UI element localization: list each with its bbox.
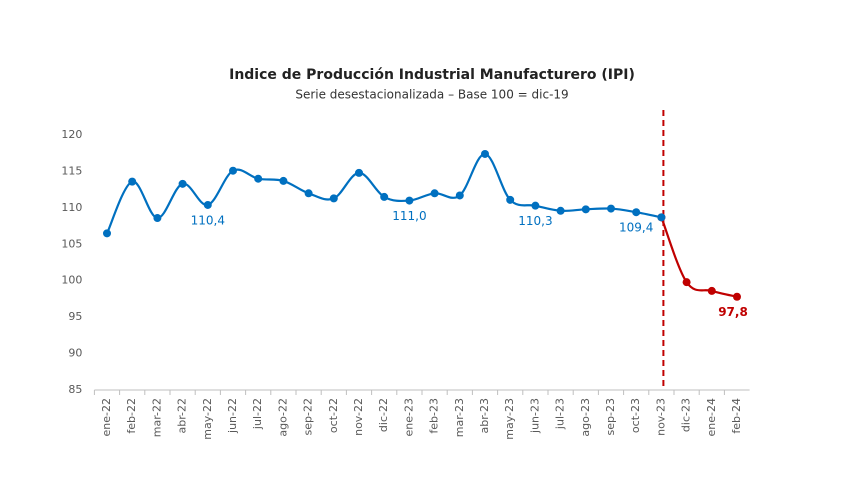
- x-tick-label: jun-23: [528, 398, 541, 434]
- data-point: [178, 179, 187, 188]
- data-point: [733, 292, 741, 301]
- y-tick-label: 100: [61, 274, 82, 287]
- data-point: [279, 176, 288, 185]
- x-tick-label: dic-23: [680, 398, 693, 432]
- data-point: [556, 206, 565, 215]
- x-tick-label: mar-23: [453, 398, 466, 437]
- data-label: 110,3: [518, 214, 552, 228]
- data-point: [103, 229, 111, 238]
- x-tick-label: may-23: [503, 398, 516, 440]
- y-tick-label: 105: [61, 237, 82, 250]
- data-point: [632, 208, 641, 217]
- data-point: [657, 213, 666, 222]
- x-tick-label: abr-22: [176, 398, 189, 434]
- y-tick-label: 95: [68, 310, 82, 323]
- y-tick-label: 115: [61, 164, 82, 177]
- x-tick-label: may-22: [201, 398, 214, 440]
- data-label: 110,4: [191, 213, 225, 227]
- x-tick-label: oct-22: [327, 398, 340, 433]
- data-label: 111,0: [392, 209, 426, 223]
- x-tick-label: ene-24: [705, 398, 718, 436]
- data-point: [128, 177, 137, 186]
- series-line: [660, 216, 738, 298]
- x-tick-label: ene-22: [100, 398, 113, 436]
- x-tick-label: feb-23: [428, 398, 441, 434]
- x-tick-label: oct-23: [629, 398, 642, 433]
- chart-title: Indice de Producción Industrial Manufact…: [229, 67, 635, 83]
- data-point: [203, 200, 212, 209]
- data-point: [229, 166, 237, 175]
- y-tick-label: 120: [61, 128, 82, 141]
- y-tick-label: 110: [61, 201, 82, 214]
- x-tick-label: jul-23: [554, 398, 567, 430]
- x-tick-label: jun-22: [226, 398, 239, 434]
- data-point: [682, 278, 691, 287]
- x-tick-label: nov-22: [352, 398, 365, 436]
- y-tick-label: 90: [68, 347, 82, 360]
- x-tick-label: ene-23: [402, 398, 415, 436]
- x-tick-label: nov-23: [654, 398, 667, 436]
- data-point: [707, 286, 716, 295]
- data-point: [380, 192, 389, 201]
- data-point: [581, 205, 590, 214]
- data-point: [329, 194, 338, 203]
- data-point: [355, 168, 363, 177]
- data-point: [153, 214, 162, 223]
- x-tick-label: dic-22: [377, 398, 390, 432]
- data-point: [607, 204, 615, 213]
- data-point: [455, 191, 464, 200]
- y-tick-label: 85: [68, 383, 82, 396]
- x-tick-label: mar-22: [150, 398, 163, 437]
- x-tick-label: jul-22: [251, 398, 264, 430]
- data-point: [430, 189, 439, 198]
- data-point: [405, 196, 414, 205]
- data-point: [481, 149, 489, 158]
- data-label: 97,8: [718, 305, 748, 319]
- x-tick-label: abr-23: [478, 398, 491, 434]
- x-tick-label: ago-22: [276, 398, 289, 437]
- data-point: [506, 195, 515, 204]
- x-tick-label: feb-22: [125, 398, 138, 434]
- chart-subtitle: Serie desestacionalizada – Base 100 = di…: [295, 88, 568, 102]
- data-point: [531, 201, 540, 210]
- data-point: [304, 189, 313, 198]
- x-tick-label: sep-23: [604, 398, 617, 435]
- x-tick-label: ago-23: [579, 398, 592, 437]
- data-label: 109,4: [619, 221, 653, 235]
- x-tick-label: feb-24: [730, 398, 743, 434]
- x-tick-label: sep-22: [302, 398, 315, 435]
- data-point: [254, 174, 263, 183]
